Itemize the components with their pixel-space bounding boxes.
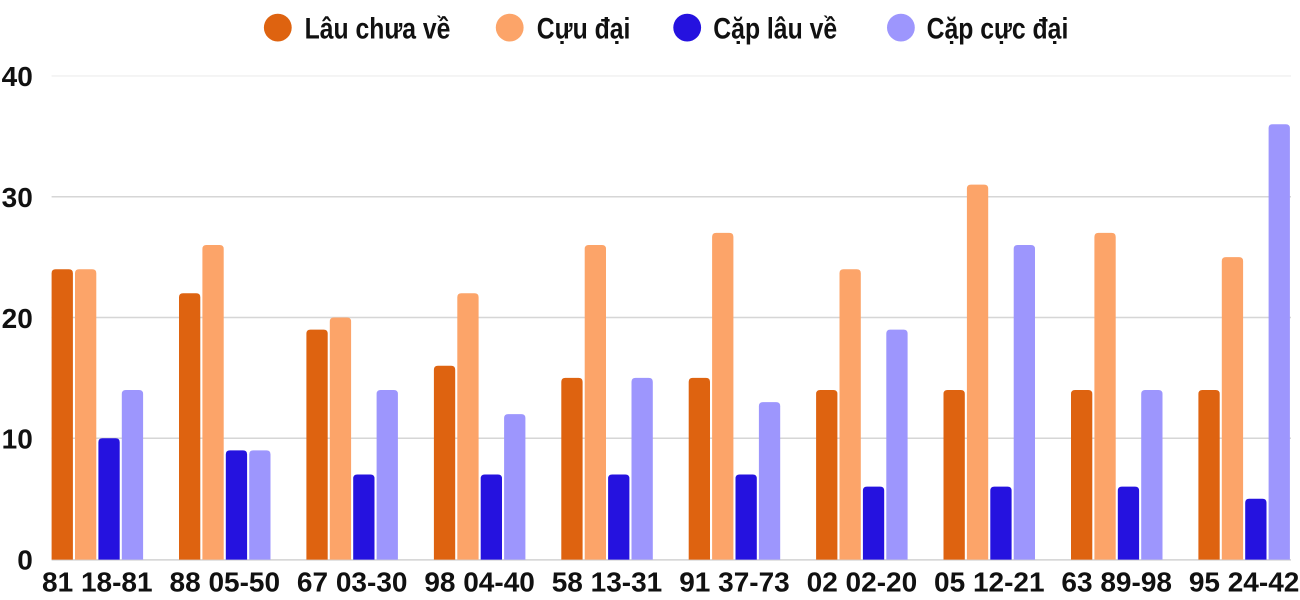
svg-text:98 04-40: 98 04-40	[424, 567, 535, 598]
svg-text:88 05-50: 88 05-50	[170, 567, 281, 598]
svg-text:02 02-20: 02 02-20	[807, 567, 918, 598]
svg-text:Cặp cực đại: Cặp cực đại	[927, 11, 1069, 45]
svg-text:81 18-81: 81 18-81	[42, 567, 153, 598]
svg-text:05 12-21: 05 12-21	[934, 567, 1045, 598]
svg-text:Cựu đại: Cựu đại	[537, 11, 631, 45]
svg-text:40: 40	[2, 61, 33, 92]
svg-text:58 13-31: 58 13-31	[552, 567, 663, 598]
svg-text:10: 10	[2, 424, 33, 455]
svg-text:30: 30	[2, 182, 33, 213]
svg-text:20: 20	[2, 303, 33, 334]
svg-text:91 37-73: 91 37-73	[679, 567, 790, 598]
svg-text:Lâu chưa về: Lâu chưa về	[305, 11, 451, 45]
svg-text:63 89-98: 63 89-98	[1061, 567, 1172, 598]
svg-text:0: 0	[17, 544, 33, 575]
svg-text:Cặp lâu về: Cặp lâu về	[713, 11, 837, 45]
svg-text:95 24-42: 95 24-42	[1189, 567, 1300, 598]
svg-text:67 03-30: 67 03-30	[297, 567, 408, 598]
